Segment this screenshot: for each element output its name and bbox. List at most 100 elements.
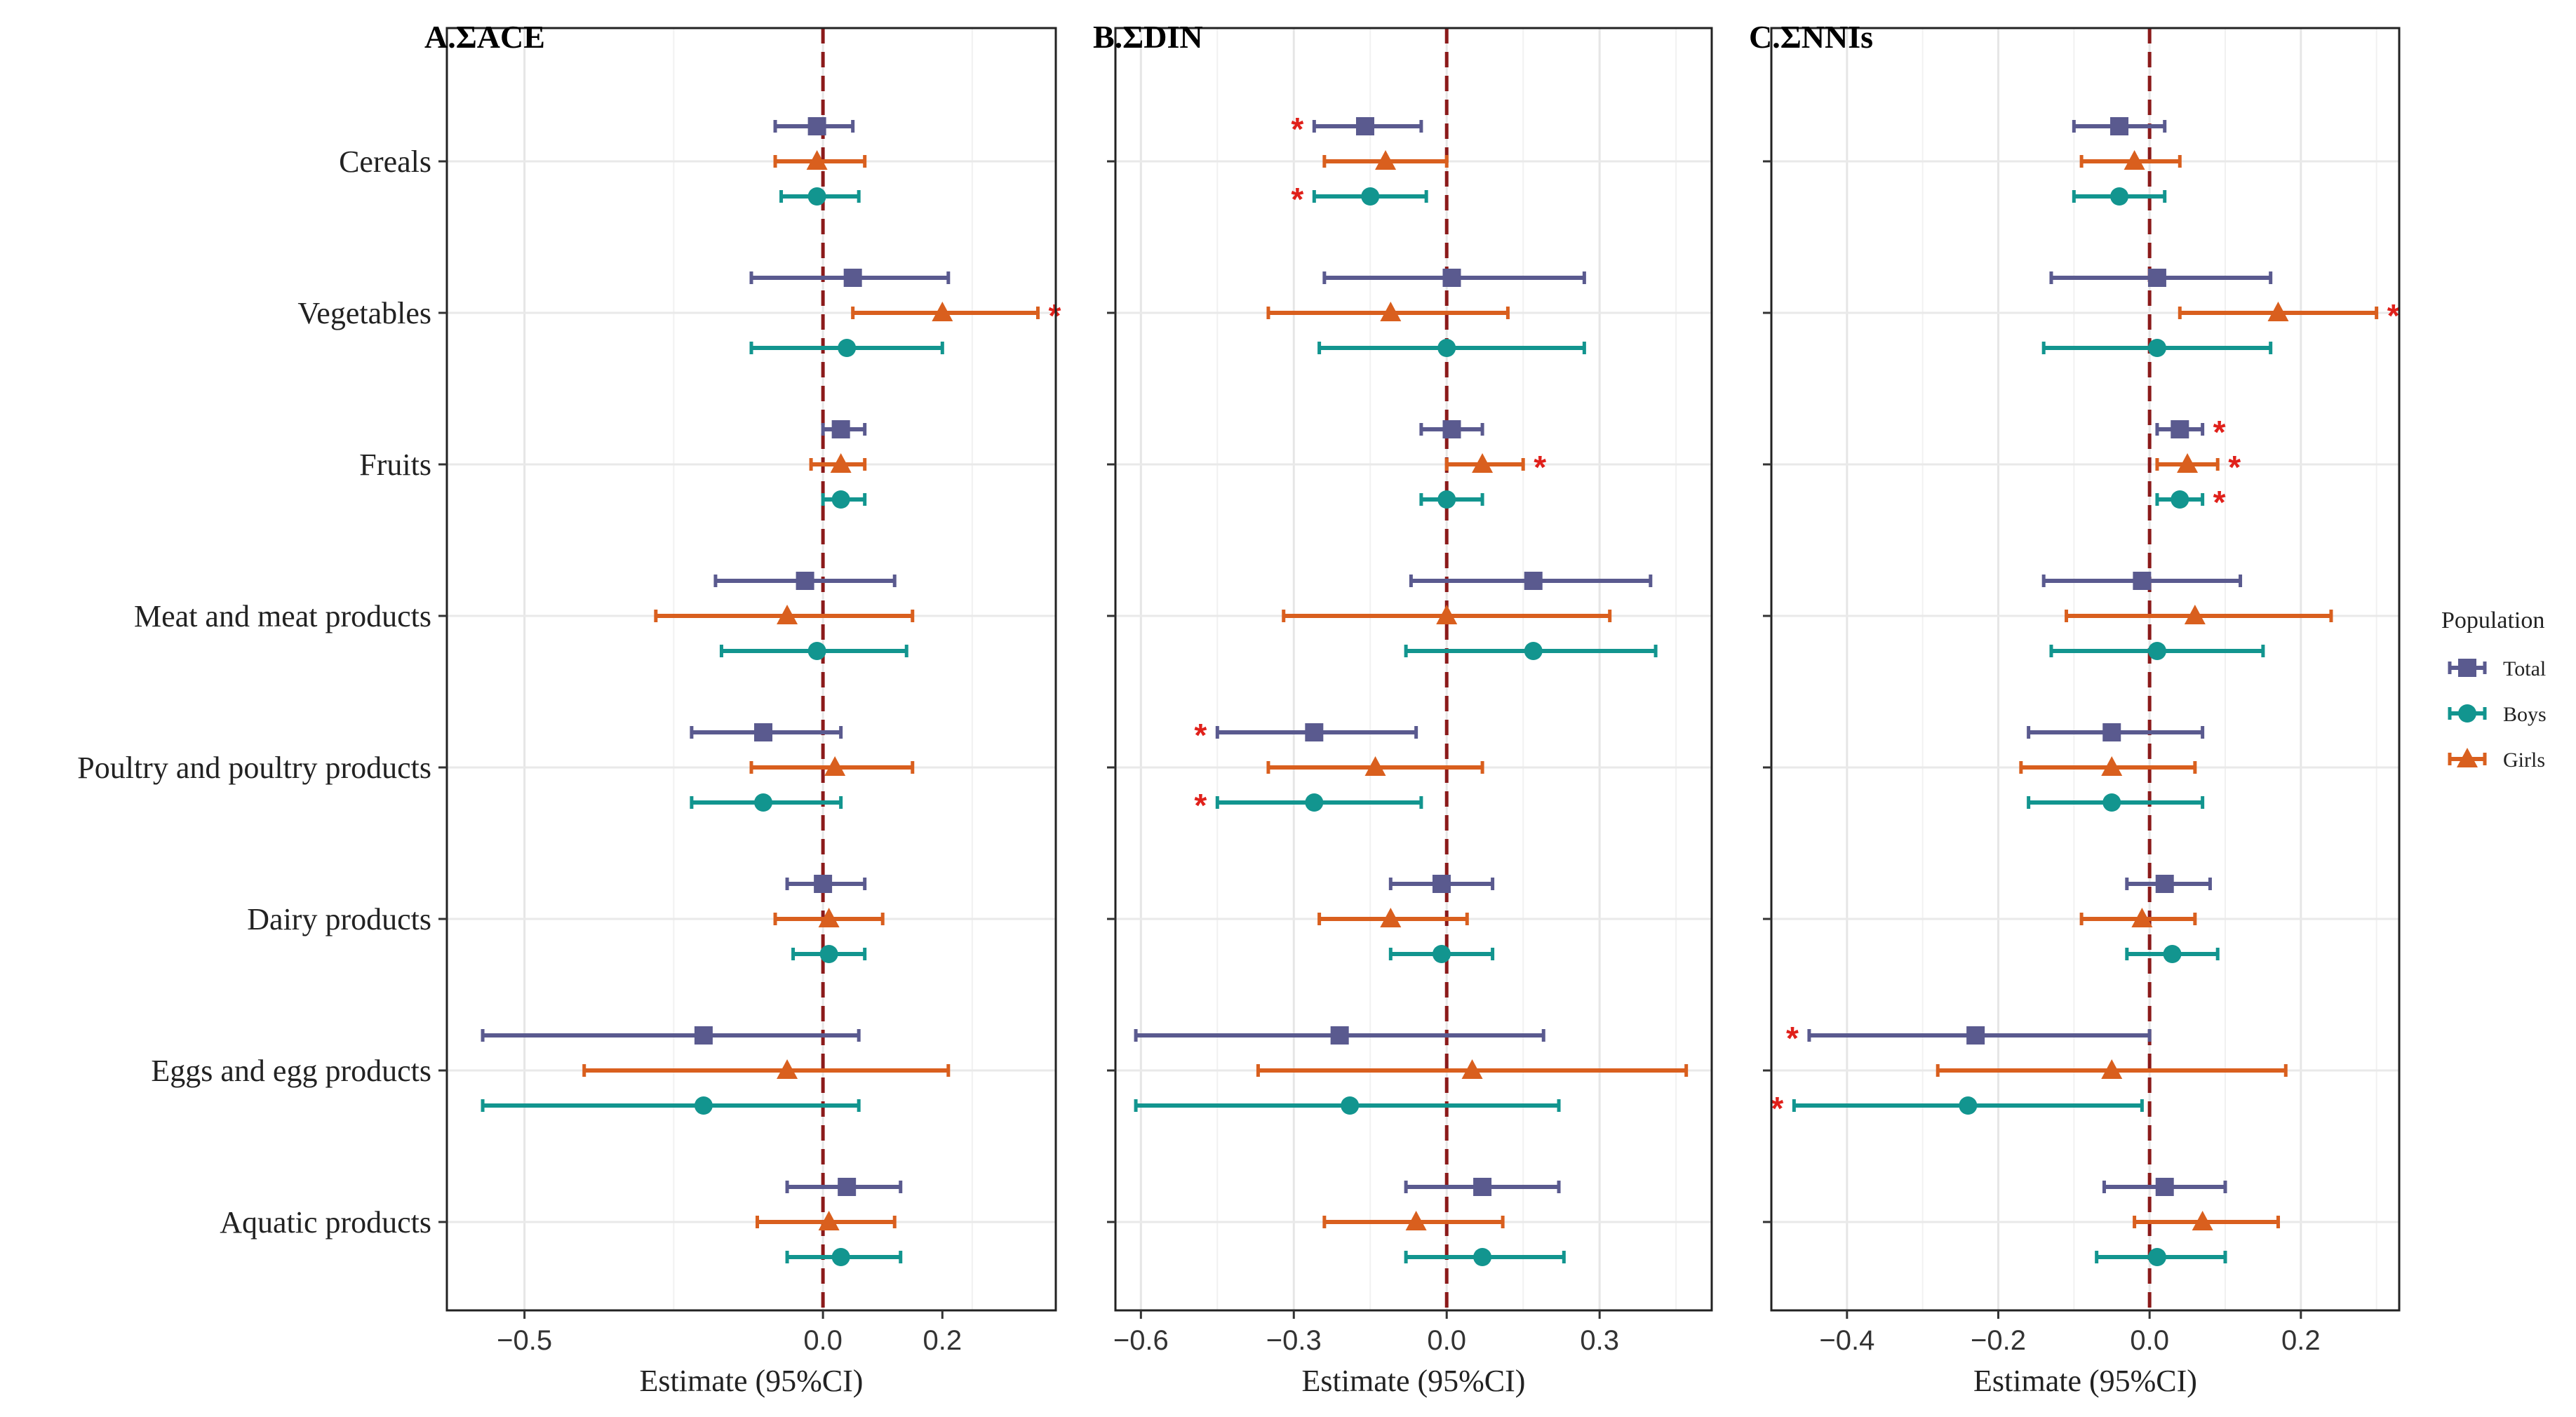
x-tick-label: 0.2 [2281,1325,2321,1356]
estimate-marker-girls [1436,605,1458,624]
estimate-boys [791,945,867,963]
estimate-marker-total [2133,572,2152,590]
category-label: Poultry and poultry products [77,751,431,785]
x-tick-label: 0.0 [1427,1325,1466,1356]
estimate-boys [1419,490,1484,509]
significance-star: * [1194,717,1207,753]
estimate-girls [1256,1059,1689,1079]
x-tick-label: −0.4 [1819,1325,1874,1356]
estimate-marker-boys [1361,187,1380,206]
estimate-total: * [1786,1020,2152,1056]
estimate-girls [1322,1211,1505,1230]
significance-star: * [1786,1020,1799,1056]
x-tick-label: 0.0 [803,1325,843,1356]
estimate-marker-total [2171,420,2189,438]
category-label: Aquatic products [220,1205,431,1240]
estimate-marker-boys [754,793,773,812]
estimate-marker-boys [2110,187,2129,206]
panel-border [445,27,1057,1312]
estimate-boys [481,1096,861,1115]
x-axis-title: Estimate (95%CI) [640,1364,864,1398]
significance-star: * [1534,449,1546,485]
estimate-girls [2079,908,2197,927]
estimate-marker-total [754,723,773,741]
legend-label: Boys [2503,703,2547,726]
estimate-total [1322,269,1586,287]
estimate-marker-boys [831,1248,850,1266]
estimate-girls [749,756,915,776]
estimate-marker-girls [2124,150,2145,170]
estimate-marker-boys [2163,945,2182,963]
estimate-marker-boys [1437,490,1456,509]
panel-background [1115,28,1712,1310]
estimate-total [1134,1026,1545,1045]
estimate-girls [773,908,885,927]
estimate-boys [2041,339,2273,357]
estimate-marker-girls [2101,1059,2123,1079]
estimate-marker-girls [1375,150,1397,170]
estimate-marker-girls [2192,1211,2213,1230]
estimate-boys [2027,793,2205,812]
legend-entry-boys: Boys [2448,703,2547,726]
estimate-girls: * [1444,449,1546,485]
estimate-boys: * [1291,181,1428,217]
estimate-marker-girls [1364,756,1386,776]
estimate-girls: * [2155,449,2241,485]
estimate-marker-total [694,1026,713,1045]
estimate-marker-girls [777,605,798,624]
estimate-marker-girls [2457,748,2478,767]
estimate-boys [779,187,861,206]
estimate-boys [821,490,867,509]
estimate-marker-boys [2147,339,2166,357]
estimate-total: * [1194,717,1418,753]
estimate-boys [1404,642,1658,660]
estimate-girls [1266,302,1510,321]
estimate-marker-boys [819,945,838,963]
estimate-marker-girls [2131,908,2153,927]
estimate-marker-total [838,1178,857,1196]
estimate-marker-girls [2184,605,2206,624]
estimate-marker-total [814,875,833,893]
estimate-marker-girls [818,1211,840,1230]
estimate-boys [690,793,843,812]
x-tick-label: −0.3 [1266,1325,1322,1356]
estimate-marker-boys [2458,704,2476,723]
estimate-marker-total [2155,875,2174,893]
estimate-marker-total [2155,1178,2174,1196]
panel-title: C.ΣNNIs [1749,19,1873,55]
panel-2: * * * * * −0.6 −0.3 0.0 0.3 Estimate (95%CI) B.ΣDI… [1093,19,1713,1398]
estimate-marker-total [831,420,850,438]
estimate-marker-total [2458,659,2476,677]
estimate-marker-girls [2267,302,2289,321]
estimate-girls [1322,150,1449,170]
significance-star: * [1291,181,1303,217]
estimate-boys [719,642,908,660]
estimate-marker-girls [1405,1211,1427,1230]
panel-border [1114,27,1713,1312]
estimate-boys [2072,187,2167,206]
estimate-boys [749,339,944,357]
estimate-marker-total [1442,269,1461,287]
estimate-total [785,1178,903,1196]
estimate-total [1388,875,1495,893]
estimate-girls [654,605,915,624]
estimate-boys: * [1194,787,1423,824]
x-tick-label: −0.6 [1113,1325,1169,1356]
estimate-marker-girls [1472,453,1494,473]
estimate-marker-total [1442,420,1461,438]
x-axis-title: Estimate (95%CI) [1973,1364,2197,1398]
estimate-marker-total [796,572,814,590]
estimate-marker-girls [818,908,840,927]
estimate-girls [2079,150,2182,170]
significance-star: * [2387,297,2400,334]
estimate-marker-total [2110,117,2129,135]
estimate-marker-total [1355,117,1374,135]
estimate-boys [2095,1248,2227,1266]
category-label: Meat and meat products [134,599,431,633]
estimate-girls [1282,605,1612,624]
significance-star: * [2213,484,2226,521]
estimate-marker-total [1432,875,1451,893]
estimate-girls [756,1211,897,1230]
estimate-marker-boys [1437,339,1456,357]
